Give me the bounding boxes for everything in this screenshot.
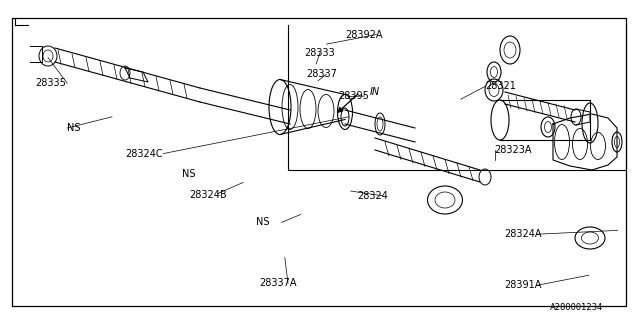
Text: 28324: 28324: [357, 191, 388, 201]
Text: A280001234: A280001234: [550, 303, 604, 312]
Text: 28337A: 28337A: [259, 278, 297, 288]
Text: 28391A: 28391A: [504, 280, 541, 291]
Text: 28323A: 28323A: [495, 145, 532, 156]
Text: 28392A: 28392A: [346, 29, 383, 40]
Text: NS: NS: [67, 123, 81, 133]
Text: 28333: 28333: [305, 48, 335, 58]
Text: 28324C: 28324C: [125, 148, 163, 159]
Text: 28335: 28335: [35, 78, 66, 88]
Text: 28395: 28395: [338, 91, 369, 101]
Text: 28324A: 28324A: [504, 229, 542, 239]
Text: 28324B: 28324B: [189, 190, 227, 200]
Text: NS: NS: [182, 169, 196, 180]
Ellipse shape: [582, 103, 598, 143]
Text: IN: IN: [370, 87, 380, 97]
Text: NS: NS: [256, 217, 269, 228]
Text: 28321: 28321: [485, 81, 516, 92]
Text: 28337: 28337: [307, 69, 337, 79]
